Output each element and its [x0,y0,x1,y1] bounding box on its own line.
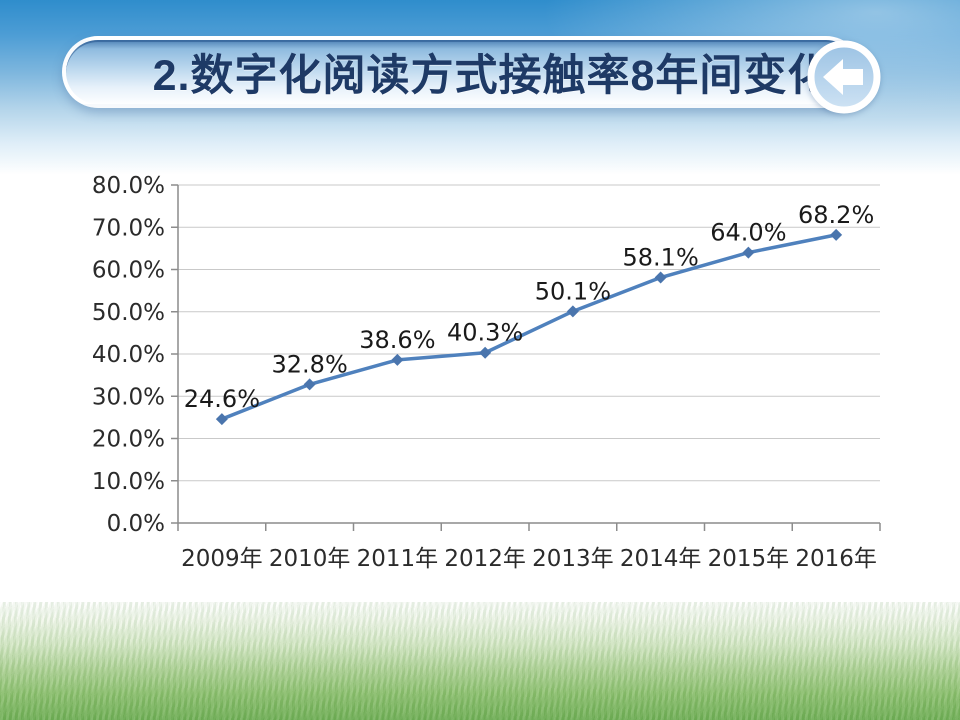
data-point-marker [215,413,228,426]
y-axis-label: 80.0% [92,173,165,199]
y-axis-label: 0.0% [107,511,165,537]
y-axis-label: 70.0% [92,215,165,241]
trend-line [220,233,838,421]
left-arrow-circle-icon [807,40,881,114]
x-axis-label: 2010年 [269,546,351,572]
x-axis-label: 2009年 [181,546,263,572]
data-point-label: 32.8% [272,350,348,378]
data-point-label: 58.1% [623,244,699,272]
x-axis-label: 2015年 [708,546,790,572]
y-axis-label: 20.0% [92,427,165,453]
y-axis-label: 60.0% [92,258,165,284]
x-axis-label: 2016年 [795,546,877,572]
slide-title: 2.数字化阅读方式接触率8年间变化 [152,52,832,100]
title-banner: 2.数字化阅读方式接触率8年间变化 [62,36,862,108]
data-point-label: 64.0% [710,219,786,247]
chart-canvas: 0.0% 10.0% 20.0% 30.0% 40.0% 50.0% 60.0% 70.0% 8… [92,173,881,572]
x-axis-label: 2013年 [532,546,614,572]
data-point-marker [479,346,492,359]
data-point-marker [654,271,667,284]
data-point-marker [391,353,404,366]
y-axis-label: 30.0% [92,384,165,410]
data-point-label: 38.6% [359,326,435,354]
back-button[interactable] [806,39,882,115]
y-axis-label: 10.0% [92,469,165,495]
y-axis-label: 40.0% [92,342,165,368]
data-point-marker [566,305,579,318]
x-axis-label: 2011年 [357,546,439,572]
x-axis-label: 2014年 [620,546,702,572]
data-point-label: 24.6% [184,385,260,413]
data-point-marker [742,246,755,259]
data-point-label: 50.1% [535,277,611,305]
data-point-marker [303,378,316,391]
data-point-label: 68.2% [798,201,874,229]
reading-rate-line-chart: 0.0% 10.0% 20.0% 30.0% 40.0% 50.0% 60.0% 70.0% 8… [90,168,890,588]
data-point-marker [830,228,843,241]
grass-background [0,602,960,720]
y-axis-label: 50.0% [92,300,165,326]
data-point-label: 40.3% [447,319,523,347]
x-axis-label: 2012年 [444,546,526,572]
